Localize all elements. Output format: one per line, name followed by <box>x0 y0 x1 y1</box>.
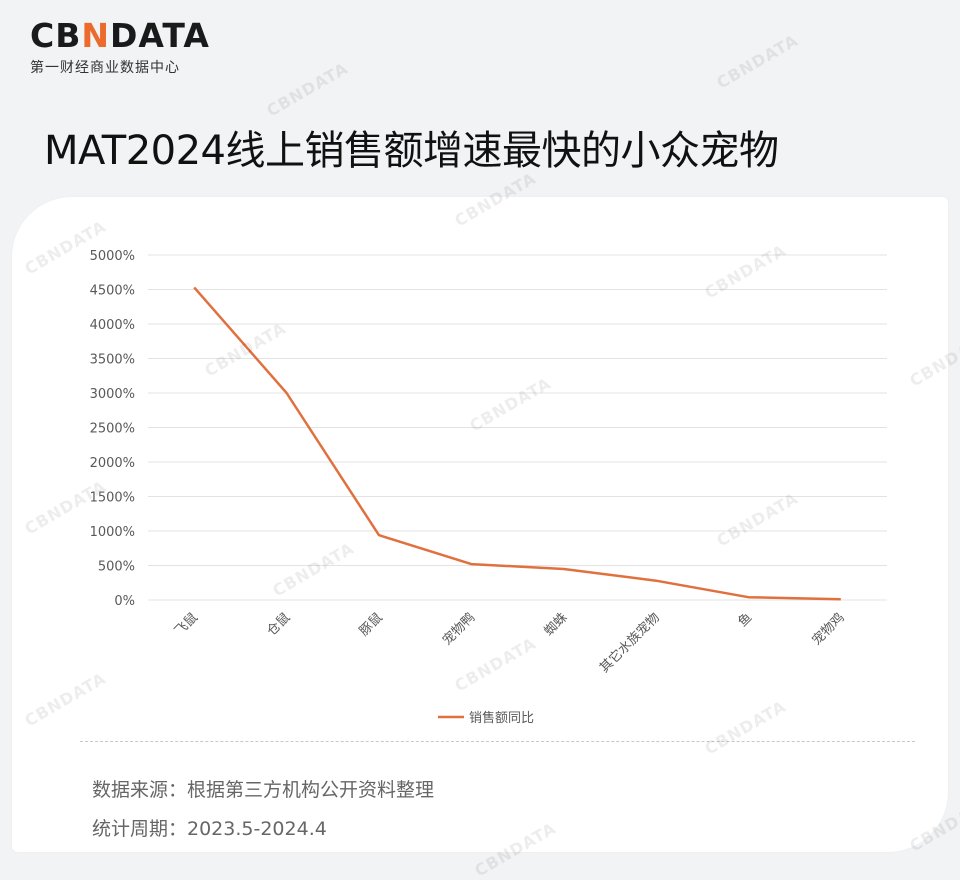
y-tick-label: 2500% <box>90 422 135 437</box>
data-source-note: 数据来源：根据第三方机构公开资料整理 <box>92 779 435 801</box>
y-tick-label: 3500% <box>90 353 135 368</box>
y-tick-label: 1000% <box>90 525 135 540</box>
logo-subtitle: 第一财经商业数据中心 <box>30 60 180 76</box>
page-title: MAT2024线上销售额增速最快的小众宠物 <box>44 128 779 174</box>
cbndata-logo: CBNDATA 第一财经商业数据中心 <box>30 18 210 77</box>
x-axis-labels: 飞鼠 仓鼠 豚鼠 宠物鸭 蜘蛛 其它水族宠物 鱼 宠物鸡 <box>172 610 848 676</box>
y-tick-label: 4500% <box>90 284 135 299</box>
y-tick-label: 2000% <box>90 456 135 471</box>
dashed-divider <box>80 741 915 742</box>
stat-period-note: 统计周期：2023.5-2024.4 <box>92 818 327 840</box>
y-axis-labels: 0% 500% 1000% 1500% 2000% 2500% 3000% 3500% 4000… <box>90 249 135 609</box>
x-tick-label: 鱼 <box>735 610 756 631</box>
y-tick-label: 3000% <box>90 387 135 402</box>
x-tick-label: 宠物鸡 <box>809 610 848 649</box>
x-tick-label: 仓鼠 <box>264 610 293 639</box>
legend: 销售额同比 <box>438 710 534 726</box>
x-tick-label: 宠物鸭 <box>439 610 478 649</box>
grid-lines <box>148 254 887 601</box>
chart-card <box>12 197 948 852</box>
x-tick-label: 其它水族宠物 <box>596 610 662 676</box>
x-tick-label: 蜘蛛 <box>542 610 571 639</box>
logo-wordmark: CBNDATA <box>30 16 210 55</box>
x-tick-label: 飞鼠 <box>172 610 201 639</box>
y-tick-label: 500% <box>98 560 135 575</box>
legend-label: 销售额同比 <box>469 710 534 726</box>
x-tick-label: 豚鼠 <box>357 610 386 639</box>
y-tick-label: 4000% <box>90 318 135 333</box>
series-line-sales-yoy <box>193 286 841 601</box>
y-tick-label: 5000% <box>90 249 135 264</box>
y-tick-label: 1500% <box>90 491 135 506</box>
y-tick-label: 0% <box>114 594 135 609</box>
